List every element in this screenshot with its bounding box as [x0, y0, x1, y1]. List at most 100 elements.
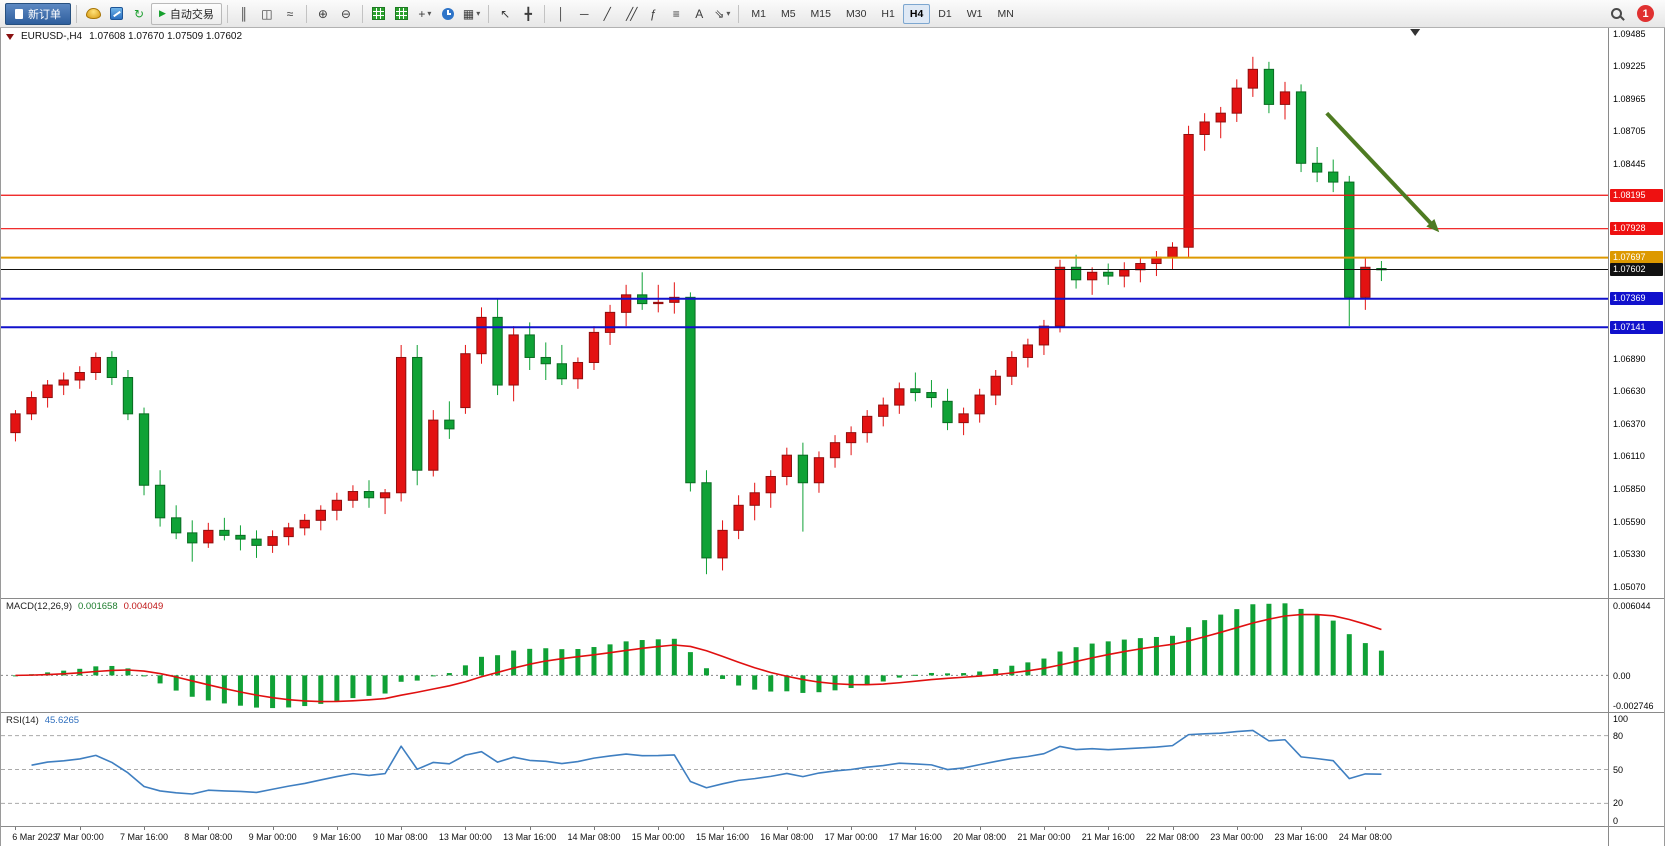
horizontal-line-button[interactable]: ─ [573, 3, 595, 25]
toolbar-separator [76, 4, 77, 23]
time-label: 7 Mar 16:00 [120, 832, 169, 842]
macd-chart[interactable]: MACD(12,26,9) 0.001658 0.004049 [1, 599, 1608, 713]
macd-axis-zero: 0.00 [1613, 670, 1631, 681]
time-tick [1043, 827, 1045, 830]
fibonacci-button[interactable]: ƒ [642, 3, 664, 25]
macd-value-main: 0.001658 [78, 601, 118, 613]
play-icon: ▶ [159, 8, 166, 18]
price-line-label[interactable]: 1.07697 [1610, 251, 1663, 265]
zoom-out-button[interactable]: ⊖ [335, 3, 357, 25]
price-tick: 1.05590 [1613, 516, 1646, 527]
timeframe-mn[interactable]: MN [997, 7, 1014, 20]
rsi-chart[interactable]: RSI(14) 45.6265 [1, 713, 1608, 826]
time-label: 13 Mar 00:00 [438, 832, 492, 842]
timeframe-h4[interactable]: H4 [902, 3, 931, 24]
time-label: 14 Mar 08:00 [567, 832, 621, 842]
bar-chart-button-glyph: ║ [239, 6, 249, 21]
rsi-axis-label: 0 [1613, 816, 1619, 827]
chart-template-button-glyph: ▦ [462, 6, 475, 21]
arrows-button-glyph: ⇘ [714, 6, 725, 21]
vertical-line-button-glyph: │ [557, 6, 566, 21]
timeframe-m15[interactable]: M15 [810, 7, 831, 20]
market-watch-icon[interactable] [105, 3, 127, 25]
time-label: 20 Mar 08:00 [953, 832, 1007, 842]
horizontal-line-button-glyph: ─ [580, 6, 589, 21]
chart-template-button[interactable]: ▦ ▾ [460, 3, 483, 25]
candlestick-button[interactable]: ◫ [256, 3, 278, 25]
time-tick [79, 827, 81, 830]
time-axis[interactable]: 6 Mar 2023 7 Mar 00:00 7 Mar 16:00 8 Mar 08… [1, 827, 1608, 846]
main-chart-panel: EURUSD-,H4 1.07608 1.07670 1.07509 1.076… [1, 28, 1664, 599]
channel-button-glyph: ╱╱ [626, 6, 638, 21]
tile-windows-button[interactable] [391, 3, 413, 25]
timeframe-h1[interactable]: H1 [881, 7, 895, 20]
price-line-label[interactable]: 1.07602 [1610, 263, 1663, 277]
price-chart[interactable]: EURUSD-,H4 1.07608 1.07670 1.07509 1.076… [1, 28, 1608, 599]
shapes-button[interactable]: ≡ [665, 3, 687, 25]
channel-button[interactable]: ╱╱ [619, 3, 641, 25]
arrows-button[interactable]: ⇘ ▾ [711, 3, 733, 25]
time-label: 10 Mar 08:00 [374, 832, 428, 842]
price-tick: 1.05070 [1613, 581, 1646, 592]
refresh-icon[interactable]: ↻ [128, 3, 150, 25]
crosshair-button[interactable]: ╋ [517, 3, 539, 25]
time-label: 6 Mar 2023 [12, 832, 58, 842]
new-chart-button[interactable]: + ▾ [414, 3, 436, 25]
rsi-axis: 100 80 50 20 0 [1608, 713, 1664, 826]
price-line-label[interactable]: 1.07141 [1610, 320, 1663, 334]
price-line-label[interactable]: 1.07928 [1610, 222, 1663, 236]
search-button[interactable] [1605, 3, 1627, 25]
gold-ingot-icon[interactable] [82, 3, 104, 25]
timeframe-m30[interactable]: M30 [845, 7, 867, 20]
bar-chart-button[interactable]: ║ [233, 3, 255, 25]
time-label: 9 Mar 16:00 [312, 832, 361, 842]
new-order-label: 新订单 [28, 8, 61, 21]
time-tick [401, 827, 403, 830]
macd-axis-max: 0.006044 [1613, 601, 1651, 612]
rsi-panel: RSI(14) 45.6265 100 80 50 20 0 [1, 712, 1664, 826]
rsi-axis-label: 100 [1613, 714, 1629, 725]
timeframe-m1[interactable]: M1 [751, 7, 766, 20]
timeframe-d1[interactable]: D1 [938, 7, 952, 20]
text-button[interactable]: A [688, 3, 710, 25]
shapes-button-glyph: ≡ [672, 6, 680, 21]
chart-window: EURUSD-,H4 1.07608 1.07670 1.07509 1.076… [0, 28, 1665, 846]
rsi-header: RSI(14) 45.6265 [6, 715, 79, 726]
price-line-label[interactable]: 1.07369 [1610, 292, 1663, 306]
zoom-in-button[interactable]: ⊕ [312, 3, 334, 25]
macd-header: MACD(12,26,9) 0.001658 0.004049 [6, 601, 163, 612]
notification-badge[interactable]: 1 [1637, 5, 1654, 22]
timeframe-w1[interactable]: W1 [966, 7, 983, 20]
time-label: 13 Mar 16:00 [503, 832, 557, 842]
time-tick [144, 827, 146, 830]
macd-axis: 0.006044 0.00 -0.002746 [1608, 599, 1664, 713]
time-tick [15, 827, 17, 830]
chart-menu-icon[interactable] [6, 33, 14, 40]
vertical-line-button[interactable]: │ [550, 3, 572, 25]
trend-arrow-head [1426, 218, 1440, 233]
time-label: 23 Mar 16:00 [1274, 832, 1328, 842]
new-order-button[interactable]: 新订单 [5, 2, 71, 25]
time-label: 23 Mar 00:00 [1210, 832, 1264, 842]
indicators-button[interactable] [368, 3, 390, 25]
toolbar-separator [488, 4, 490, 23]
price-axis: 1.09485 1.09225 1.08965 1.08705 1.08445 1.068… [1608, 28, 1664, 599]
chart-ohlc-values: 1.07608 1.07670 1.07509 1.07602 [89, 31, 243, 42]
price-line-label[interactable]: 1.08195 [1610, 188, 1663, 202]
timeframe-m5[interactable]: M5 [780, 7, 796, 20]
time-tick [1365, 827, 1367, 830]
clock-icon-shape [441, 7, 454, 20]
time-axis-corner [1608, 827, 1664, 846]
auto-trading-button[interactable]: ▶ 自动交易 [151, 2, 222, 25]
trendline-button[interactable]: ╱ [596, 3, 618, 25]
zoom-out-button-glyph: ⊖ [340, 6, 351, 21]
line-chart-button[interactable]: ≈ [279, 3, 301, 25]
market-watch-icon-shape [109, 7, 123, 20]
candlestick-button-glyph: ◫ [261, 6, 273, 21]
refresh-icon-glyph: ↻ [133, 6, 145, 21]
clock-icon[interactable] [437, 3, 459, 25]
macd-signal-line [15, 613, 1382, 703]
rsi-axis-label: 80 [1613, 730, 1624, 741]
time-tick [979, 827, 981, 830]
cursor-button[interactable]: ↖ [494, 3, 516, 25]
